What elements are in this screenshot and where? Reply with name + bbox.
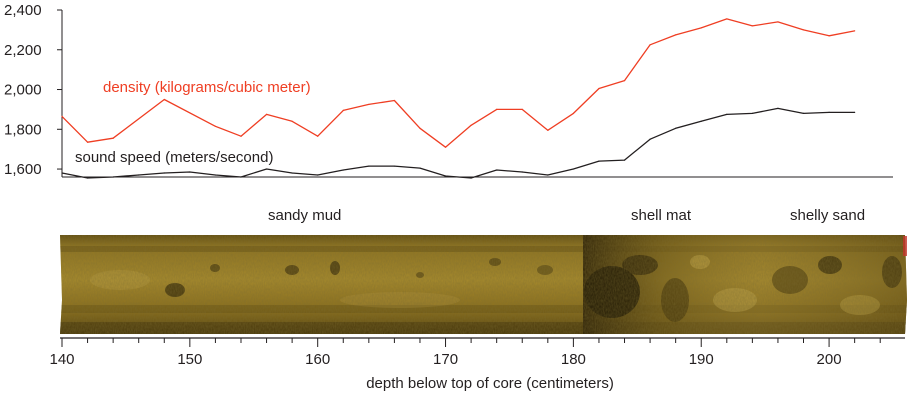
sound-speed-point: [547, 174, 549, 176]
sound-speed-point: [240, 176, 242, 178]
sound-speed-point: [751, 112, 753, 114]
sound-speed-point: [112, 176, 114, 178]
x-tick-label: 160: [305, 351, 330, 368]
y-tick-group: 1,600 1,800 2,000 2,200 2,400: [4, 2, 62, 178]
sound-speed-series-line: [61, 107, 855, 179]
x-tick-label: 200: [817, 351, 842, 368]
sound-speed-point: [777, 107, 779, 110]
density-point: [802, 29, 805, 31]
sound-speed-point: [572, 168, 574, 170]
sound-speed-point: [675, 127, 677, 129]
y-tick-label: 1,800: [4, 121, 42, 138]
y-tick-label: 2,200: [4, 42, 42, 59]
sound-speed-point: [61, 172, 63, 174]
sound-speed-point: [265, 168, 268, 170]
plot-area: 1,600 1,800 2,000 2,200 2,400: [4, 2, 893, 179]
density-point: [572, 112, 574, 114]
density-series-label: density (kilograms/cubic meter): [103, 79, 311, 96]
density-point: [393, 99, 395, 102]
sound-speed-point: [854, 111, 856, 113]
annotation-sandy-mud: sandy mud: [268, 207, 341, 224]
density-point: [547, 129, 549, 131]
sound-speed-point: [521, 171, 523, 173]
density-point: [777, 21, 779, 23]
density-point: [342, 109, 344, 111]
sound-speed-point: [342, 169, 344, 171]
density-point: [291, 120, 293, 122]
sound-speed-point: [649, 138, 651, 140]
density-point: [521, 108, 523, 111]
x-tick-label: 150: [177, 351, 202, 368]
density-point: [828, 35, 830, 37]
sound-speed-point: [317, 174, 319, 176]
sound-speed-point: [393, 165, 395, 167]
density-point: [470, 124, 472, 126]
y-tick-label: 2,400: [4, 2, 42, 19]
sound-speed-point: [470, 177, 472, 179]
x-tick-label: 190: [689, 351, 714, 368]
annotation-shelly-sand: shelly sand: [790, 207, 865, 224]
sound-speed-point: [496, 169, 498, 171]
annotation-shell-mat: shell mat: [631, 207, 692, 224]
sound-speed-point: [828, 111, 830, 113]
sound-speed-point: [189, 171, 191, 173]
density-point: [444, 146, 447, 148]
sound-speed-point: [419, 167, 421, 169]
sound-speed-point: [700, 120, 702, 122]
sound-speed-point: [726, 113, 728, 115]
x-axis-title: depth below top of core (centimeters): [366, 375, 614, 392]
density-point: [726, 18, 728, 20]
density-point: [368, 103, 370, 106]
density-point: [496, 108, 498, 111]
y-tick-label: 2,000: [4, 82, 42, 99]
density-point: [700, 27, 702, 29]
density-point: [112, 137, 114, 139]
sound-speed-point: [291, 172, 293, 174]
x-tick-label: 140: [49, 351, 74, 368]
sound-speed-point: [598, 160, 600, 162]
sediment-core-image: [60, 235, 907, 334]
x-tick-label: 170: [433, 351, 458, 368]
density-point: [214, 125, 217, 127]
density-point: [649, 44, 651, 46]
density-point: [598, 87, 600, 90]
density-point: [675, 34, 677, 36]
core-end-marker: [903, 236, 907, 256]
sound-speed-point: [368, 165, 370, 167]
depth-axis: 140 150 160 170 180 190 200 depth below top of…: [49, 337, 905, 392]
sound-speed-point: [86, 177, 89, 179]
sound-speed-point: [802, 112, 805, 114]
density-point: [854, 30, 856, 32]
y-tick-label: 1,600: [4, 161, 42, 178]
density-point: [751, 25, 753, 27]
density-point: [317, 135, 319, 137]
density-point: [61, 115, 63, 117]
sound-speed-point: [163, 172, 165, 174]
sound-speed-point: [623, 159, 626, 161]
series-layer: [61, 18, 856, 179]
sound-speed-point: [444, 175, 447, 177]
x-tick-group: 140 150 160 170 180 190 200: [49, 338, 881, 368]
x-tick-label: 180: [561, 351, 586, 368]
density-point: [163, 98, 165, 101]
sound-speed-point: [214, 174, 217, 176]
density-point: [623, 79, 626, 82]
density-point: [86, 141, 89, 143]
density-point: [265, 113, 268, 115]
density-series-line: [61, 18, 855, 148]
density-point: [419, 127, 421, 129]
sound-speed-point: [138, 174, 140, 176]
density-point: [240, 135, 242, 137]
sound-speed-series-label: sound speed (meters/second): [75, 149, 273, 166]
